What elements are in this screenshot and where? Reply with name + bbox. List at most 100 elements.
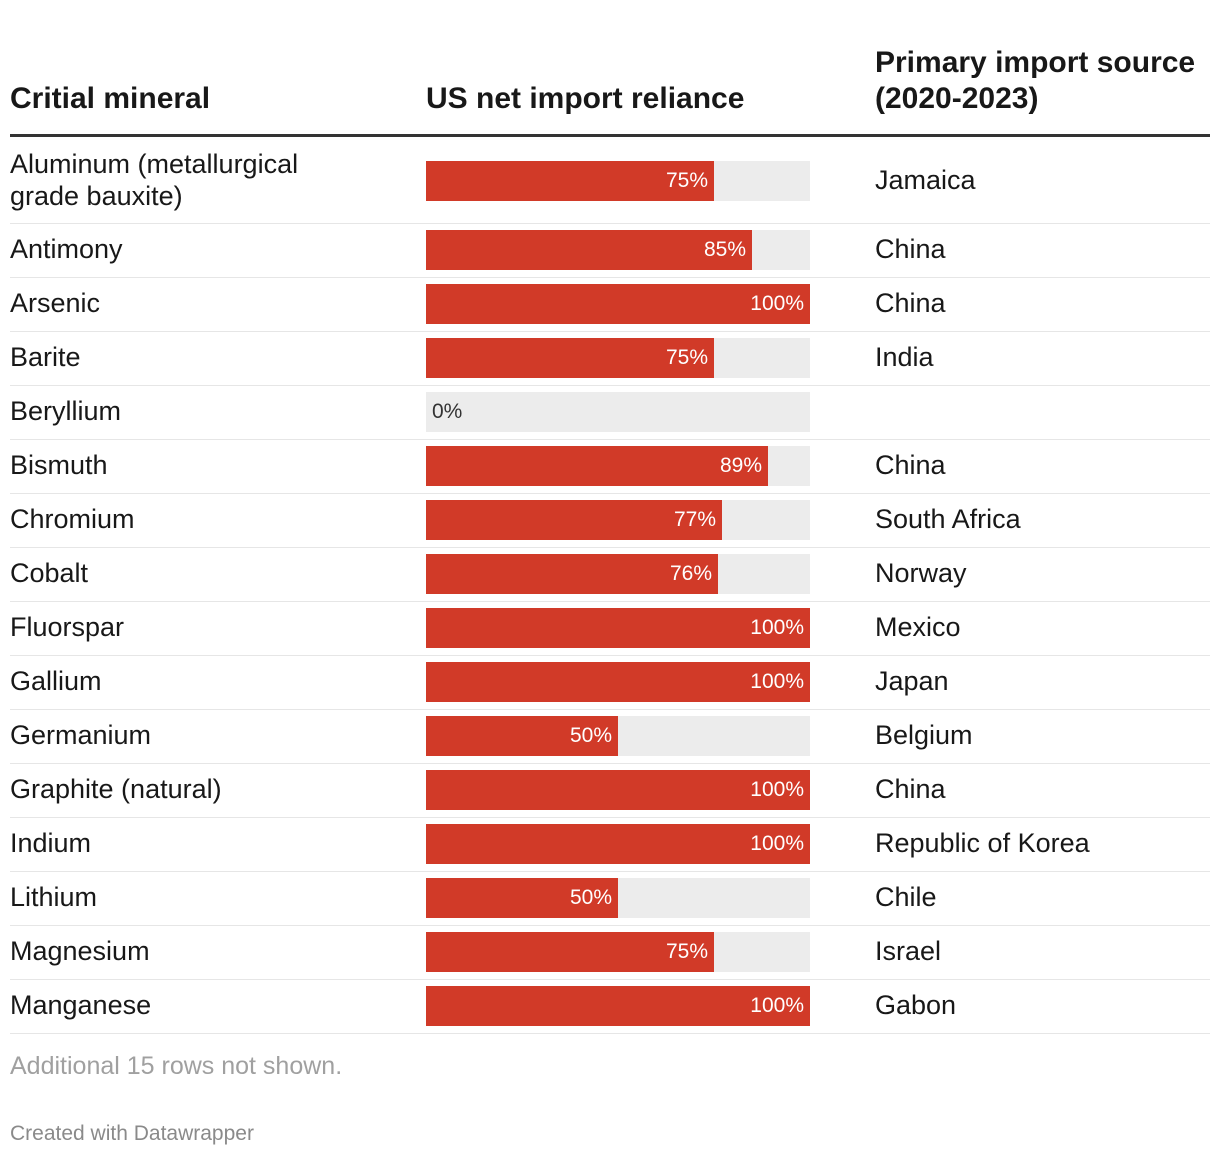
table-row: Magnesium 75% Israel — [10, 926, 1210, 980]
reliance-bar-track: 100% — [426, 284, 810, 324]
import-source: South Africa — [875, 504, 1021, 534]
reliance-bar-track: 75% — [426, 338, 810, 378]
reliance-value-label: 89% — [719, 454, 762, 477]
reliance-bar — [426, 608, 810, 648]
reliance-value-label: 75% — [665, 169, 708, 192]
reliance-bar-track: 100% — [426, 770, 810, 810]
table-row: Arsenic 100% China — [10, 278, 1210, 332]
reliance-bar — [426, 716, 618, 756]
mineral-name: Manganese — [10, 990, 152, 1020]
mineral-name: Indium — [10, 828, 92, 858]
table-row: Beryllium 0% — [10, 386, 1210, 440]
column-header-reliance: US net import reliance — [426, 82, 745, 115]
column-header-mineral: Critial mineral — [10, 82, 211, 115]
reliance-bar — [426, 161, 714, 201]
reliance-bar — [426, 446, 768, 486]
reliance-bar-track: 75% — [426, 932, 810, 972]
reliance-bar-track: 50% — [426, 878, 810, 918]
mineral-name: Gallium — [10, 666, 102, 696]
table-row: Graphite (natural) 100% China — [10, 764, 1210, 818]
reliance-bar-track: 75% — [426, 161, 810, 201]
reliance-value-label: 85% — [703, 238, 746, 261]
reliance-bar — [426, 986, 810, 1026]
mineral-name: Cobalt — [10, 558, 89, 588]
import-source: Israel — [875, 936, 942, 966]
import-source: China — [875, 234, 946, 264]
import-source: Gabon — [875, 990, 957, 1020]
reliance-bar-track: 77% — [426, 500, 810, 540]
table-row: Germanium 50% Belgium — [10, 710, 1210, 764]
reliance-value-label: 75% — [665, 346, 708, 369]
reliance-value-label: 100% — [750, 994, 804, 1017]
reliance-bar — [426, 770, 810, 810]
reliance-bar-track: 76% — [426, 554, 810, 594]
reliance-value-label: 100% — [750, 670, 804, 693]
import-source: Jamaica — [875, 165, 976, 195]
reliance-bar — [426, 662, 810, 702]
reliance-value-label: 50% — [569, 886, 612, 909]
reliance-bar — [426, 824, 810, 864]
reliance-bar — [426, 878, 618, 918]
mineral-name: Antimony — [10, 234, 123, 264]
reliance-value-label: 100% — [750, 616, 804, 639]
reliance-bar-track: 89% — [426, 446, 810, 486]
import-source: Norway — [875, 558, 967, 588]
reliance-bar — [426, 230, 752, 270]
import-source: Republic of Korea — [875, 828, 1090, 858]
mineral-name: Fluorspar — [10, 612, 125, 642]
table-row: Barite 75% India — [10, 332, 1210, 386]
import-source: China — [875, 450, 946, 480]
rows-not-shown-note: Additional 15 rows not shown. — [10, 1052, 343, 1080]
table-row: Aluminum (metallurgical grade bauxite) 75… — [10, 140, 1210, 224]
mineral-name: Barite — [10, 342, 81, 372]
import-source: Mexico — [875, 612, 961, 642]
reliance-bar — [426, 500, 722, 540]
reliance-bar — [426, 932, 714, 972]
table-row: Chromium 77% South Africa — [10, 494, 1210, 548]
reliance-value-label: 50% — [569, 724, 612, 747]
reliance-bar-track: 50% — [426, 716, 810, 756]
table-row: Cobalt 76% Norway — [10, 548, 1210, 602]
import-source: China — [875, 288, 946, 318]
import-source: Chile — [875, 882, 937, 912]
column-header-source: Primary import source (2020-2023) — [875, 46, 1196, 115]
mineral-name: Lithium — [10, 882, 98, 912]
reliance-bar — [426, 554, 718, 594]
import-source: China — [875, 774, 946, 804]
mineral-name: Beryllium — [10, 396, 122, 426]
header-rule — [10, 134, 1210, 137]
mineral-name: Germanium — [10, 720, 152, 750]
mineral-name: Graphite (natural) — [10, 774, 222, 804]
reliance-value-label: 0% — [432, 400, 463, 423]
table-row: Fluorspar 100% Mexico — [10, 602, 1210, 656]
mineral-name: Chromium — [10, 504, 135, 534]
reliance-bar-track: 100% — [426, 662, 810, 702]
import-source: Japan — [875, 666, 949, 696]
reliance-bar-track: 100% — [426, 608, 810, 648]
reliance-bar-track: 85% — [426, 230, 810, 270]
import-source: Belgium — [875, 720, 973, 750]
reliance-value-label: 100% — [750, 778, 804, 801]
datawrapper-credit: Created with Datawrapper — [10, 1122, 254, 1145]
table-row: Gallium 100% Japan — [10, 656, 1210, 710]
reliance-value-label: 100% — [750, 292, 804, 315]
table-row: Indium 100% Republic of Korea — [10, 818, 1210, 872]
reliance-value-label: 77% — [673, 508, 716, 531]
reliance-bar — [426, 338, 714, 378]
reliance-value-label: 100% — [750, 832, 804, 855]
table-row: Bismuth 89% China — [10, 440, 1210, 494]
table-row: Antimony 85% China — [10, 224, 1210, 278]
reliance-bar-track: 100% — [426, 986, 810, 1026]
reliance-bar-track: 0% — [426, 392, 810, 432]
table-row: Lithium 50% Chile — [10, 872, 1210, 926]
reliance-bar — [426, 284, 810, 324]
reliance-value-label: 75% — [665, 940, 708, 963]
reliance-value-label: 76% — [669, 562, 712, 585]
mineral-name: Aluminum (metallurgical grade bauxite) — [10, 149, 299, 211]
mineral-name: Magnesium — [10, 936, 150, 966]
mineral-name: Bismuth — [10, 450, 108, 480]
import-source: India — [875, 342, 934, 372]
table-row: Manganese 100% Gabon — [10, 980, 1210, 1034]
reliance-bar-track: 100% — [426, 824, 810, 864]
mineral-name: Arsenic — [10, 288, 101, 318]
